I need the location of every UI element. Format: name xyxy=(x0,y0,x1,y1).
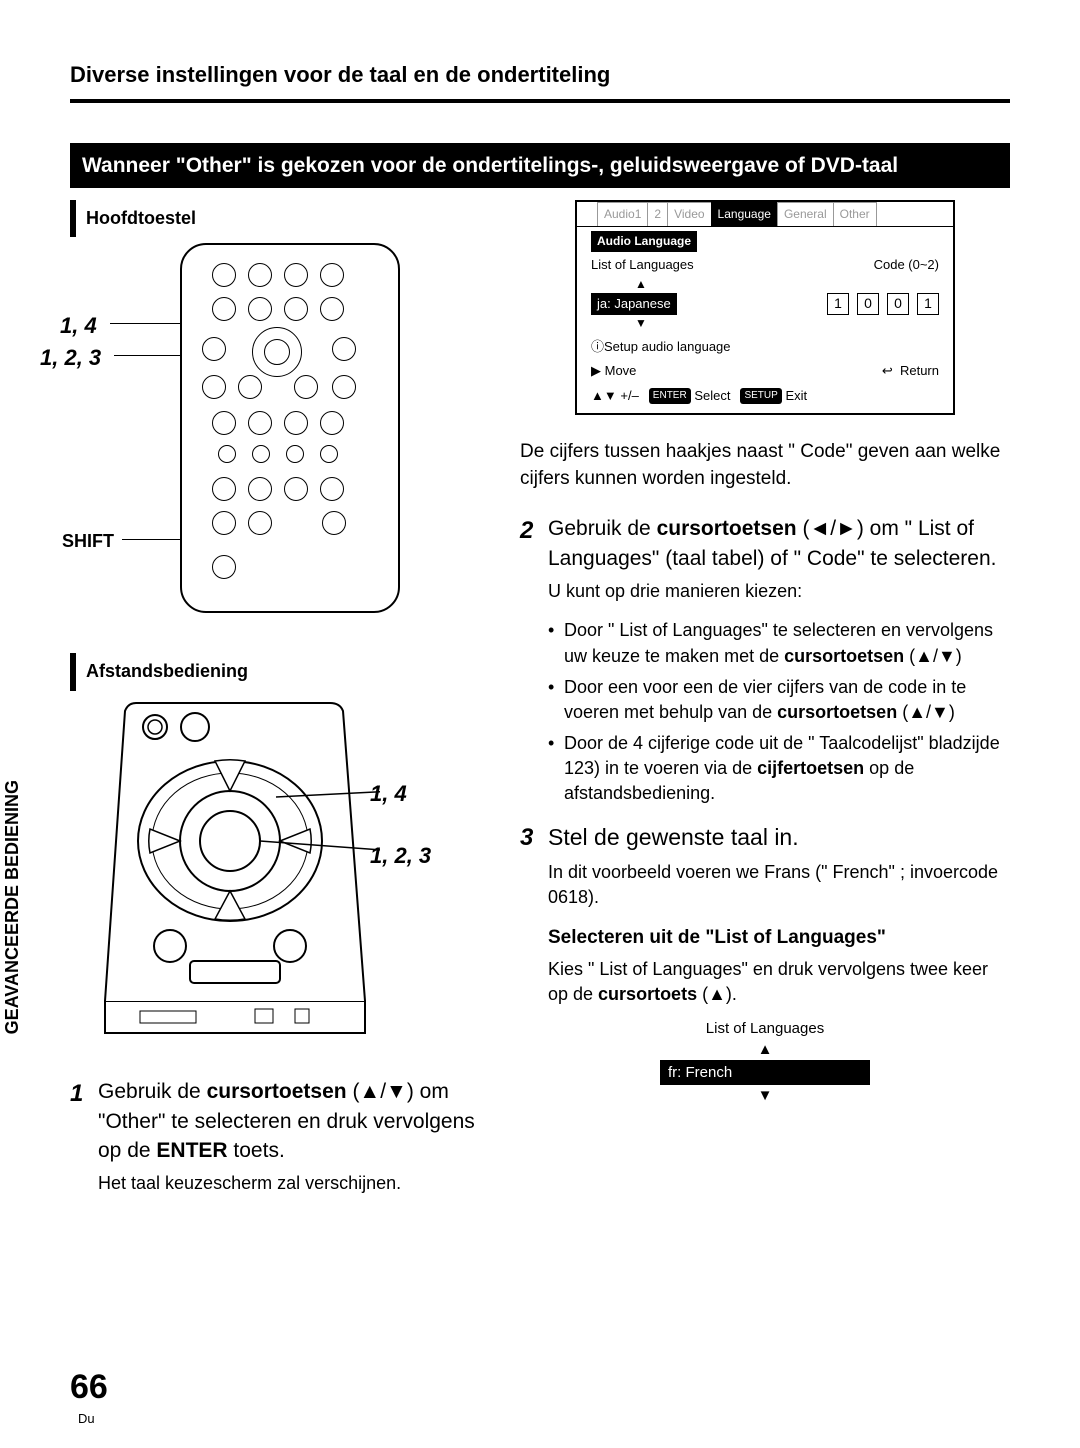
callout-123: 1, 2, 3 xyxy=(40,343,101,374)
mini-selected: fr: French xyxy=(660,1060,870,1085)
callout-14: 1, 4 xyxy=(60,311,97,342)
step-2-number: 2 xyxy=(520,514,548,573)
osd-tab-active: Language xyxy=(711,202,778,226)
page-header: Diverse instellingen voor de taal en de … xyxy=(70,60,1010,103)
section-side-label: GEAVANCEERDE BEDIENING xyxy=(0,780,25,1034)
remote-illustration: 1, 4 1, 2, 3 SHIFT xyxy=(70,243,490,613)
left-column: Hoofdtoestel 1, 4 1, 2, 3 SHIFT xyxy=(70,200,490,1210)
osd-return: ↩ Return xyxy=(882,362,939,381)
label-shift: SHIFT xyxy=(62,529,114,554)
step-3: 3 Stel de gewenste taal in. xyxy=(520,821,1010,855)
step-1: 1 Gebruik de cursortoetsen (▲/▼) om "Oth… xyxy=(70,1077,490,1165)
page-number: 66 xyxy=(70,1364,108,1412)
osd-info: ⓘSetup audio language xyxy=(591,338,939,356)
osd-exit: SETUP Exit xyxy=(740,387,807,405)
bullet-item: Door " List of Languages" te selecteren … xyxy=(548,618,1010,668)
osd-plusminus: ▲▼ +/– xyxy=(591,387,639,405)
osd-selected-language: ja: Japanese xyxy=(591,293,677,315)
step-2-note: U kunt op drie manieren kiezen: xyxy=(548,579,1010,604)
label-afstandsbediening: Afstandsbediening xyxy=(76,653,490,690)
osd-code-digits: 1001 xyxy=(827,293,939,315)
step-3-body: Stel de gewenste taal in. xyxy=(548,821,799,855)
section-banner: Wanneer "Other" is gekozen voor de onder… xyxy=(70,143,1010,188)
osd-list-label: List of Languages xyxy=(591,256,694,274)
subheading: Selecteren uit de "List of Languages" xyxy=(548,925,1010,952)
osd-tab: Audio1 xyxy=(597,202,648,226)
mini-title: List of Languages xyxy=(660,1018,870,1039)
bullet-item: Door een voor een de vier cijfers van de… xyxy=(548,675,1010,725)
up-arrow-icon: ▲ xyxy=(660,1039,870,1060)
down-arrow-icon: ▼ xyxy=(635,315,939,332)
step-2: 2 Gebruik de cursortoetsen (◄/►) om " Li… xyxy=(520,514,1010,573)
osd-move: ▶ Move xyxy=(591,362,636,381)
osd-tab: 2 xyxy=(647,202,668,226)
step-1-body: Gebruik de cursortoetsen (▲/▼) om "Other… xyxy=(98,1077,490,1165)
osd-code-label: Code (0~2) xyxy=(874,256,939,274)
osd-select: ENTER Select xyxy=(649,387,731,405)
step-3-note: In dit voorbeeld voeren we Frans (" Fren… xyxy=(548,860,1010,910)
sub-note: Kies " List of Languages" en druk vervol… xyxy=(548,957,1010,1007)
osd-tabs: Audio1 2 Video Language General Other xyxy=(577,202,953,227)
down-arrow-icon: ▼ xyxy=(660,1085,870,1106)
step-3-number: 3 xyxy=(520,821,548,855)
right-column: Audio1 2 Video Language General Other Au… xyxy=(520,200,1010,1210)
osd-tab: General xyxy=(777,202,834,226)
step-2-bullets: Door " List of Languages" te selecteren … xyxy=(548,618,1010,806)
osd-audio-language: Audio Language xyxy=(591,231,697,252)
step-2-body: Gebruik de cursortoetsen (◄/►) om " List… xyxy=(548,514,1010,573)
page-language: Du xyxy=(78,1410,95,1428)
bullet-item: Door de 4 cijferige code uit de " Taalco… xyxy=(548,731,1010,807)
device-svg xyxy=(100,701,380,1041)
step-1-number: 1 xyxy=(70,1077,98,1165)
language-mini-box: List of Languages ▲ fr: French ▼ xyxy=(660,1018,870,1106)
paragraph-1: De cijfers tussen haakjes naast " Code" … xyxy=(520,439,1010,492)
osd-menu: Audio1 2 Video Language General Other Au… xyxy=(575,200,955,415)
osd-tab: Other xyxy=(833,202,877,226)
device-illustration: 1, 4 1, 2, 3 xyxy=(70,701,490,1050)
up-arrow-icon: ▲ xyxy=(635,276,647,293)
step-1-note: Het taal keuzescherm zal verschijnen. xyxy=(98,1171,490,1196)
label-hoofdtoestel: Hoofdtoestel xyxy=(76,200,490,237)
osd-tab: Video xyxy=(667,202,711,226)
